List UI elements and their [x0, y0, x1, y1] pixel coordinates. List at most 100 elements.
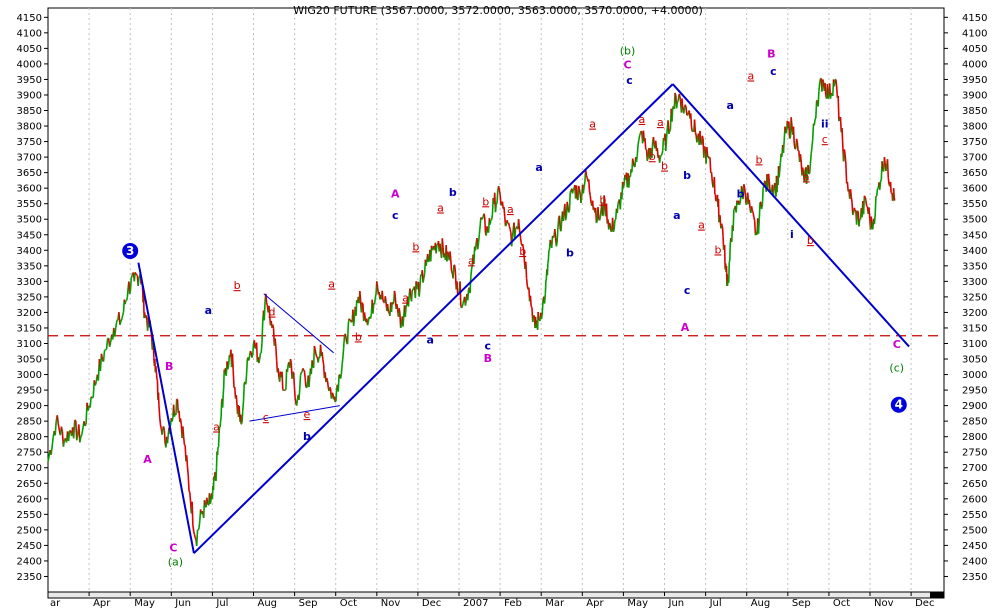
trend-line	[137, 262, 195, 554]
wave-label: e	[304, 408, 311, 421]
price-segment	[239, 414, 242, 425]
price-segment	[367, 317, 370, 322]
price-segment	[194, 537, 197, 540]
y-tick-label-left: 3700	[17, 153, 42, 164]
price-segment	[248, 355, 251, 361]
wave-label: b	[714, 243, 721, 256]
grid-lines	[88, 8, 912, 592]
price-segment	[289, 358, 293, 364]
price-segment	[176, 399, 180, 414]
price-segment	[689, 113, 693, 127]
price-segment	[292, 372, 296, 386]
price-segment	[544, 282, 547, 294]
price-segment	[795, 138, 799, 143]
price-segment	[673, 92, 676, 109]
y-tick-label-left: 2500	[17, 525, 42, 536]
price-segment	[258, 353, 262, 360]
y-tick-label-right: 2800	[962, 432, 987, 443]
price-segment	[668, 129, 672, 132]
price-segment	[868, 207, 871, 219]
wave-label: c	[684, 284, 691, 297]
x-tick-label: Jun	[174, 598, 191, 608]
y-tick-label-right: 3250	[962, 292, 987, 303]
price-segment	[355, 300, 358, 316]
price-segment	[537, 311, 540, 320]
price-segment	[728, 260, 731, 263]
price-segment	[873, 215, 876, 225]
price-segment	[525, 278, 529, 287]
price-segment	[863, 195, 866, 198]
price-segment	[877, 187, 879, 190]
price-segment	[241, 401, 245, 412]
price-segment	[329, 386, 332, 389]
price-segment	[778, 162, 782, 173]
wave-label: a	[589, 118, 596, 131]
price-segment	[427, 260, 430, 263]
wave-label: a	[803, 170, 810, 183]
price-segment	[809, 153, 812, 164]
price-segment	[815, 101, 818, 119]
price-segment	[298, 375, 302, 390]
price-segment	[67, 430, 71, 442]
price-segment	[245, 374, 248, 385]
price-segment	[374, 293, 377, 299]
price-segment	[54, 421, 58, 436]
price-segment	[564, 216, 568, 221]
price-segment	[796, 142, 799, 151]
price-segment	[305, 384, 309, 388]
price-segment	[302, 368, 305, 371]
price-segment	[883, 157, 886, 164]
price-segment	[261, 321, 264, 343]
y-tick-label-left: 3350	[17, 261, 42, 272]
price-segment	[125, 297, 129, 301]
price-segment	[398, 308, 401, 314]
price-segment	[155, 372, 158, 379]
price-segment	[608, 222, 612, 226]
price-segment	[560, 219, 563, 232]
price-segment	[208, 492, 211, 495]
price-segment	[186, 466, 190, 476]
y-tick-label-left: 3900	[17, 90, 42, 101]
y-tick-label-right: 2400	[962, 556, 987, 567]
price-segment	[209, 501, 212, 504]
price-segment	[610, 230, 613, 233]
price-segment	[161, 428, 164, 435]
wave-label: A	[681, 321, 690, 334]
x-tick-label: Nov	[381, 598, 401, 608]
x-tick-label: May	[134, 598, 155, 608]
price-segment	[192, 524, 195, 532]
wave-label: i	[790, 228, 794, 241]
trend-line	[249, 405, 340, 422]
price-segment	[480, 217, 483, 220]
price-segment	[529, 295, 532, 307]
wave-label: b	[737, 187, 745, 200]
price-segment	[518, 225, 521, 231]
price-segment	[503, 216, 507, 227]
price-segment	[274, 338, 277, 347]
x-tick-label: Sep	[299, 598, 318, 608]
price-segment	[119, 320, 122, 325]
price-segment	[89, 396, 92, 408]
price-segment	[129, 278, 133, 291]
price-segment	[326, 380, 330, 388]
price-segment	[60, 426, 64, 432]
price-segment	[712, 181, 715, 188]
x-tick-label: Mar	[545, 598, 565, 608]
wave-label: C	[169, 542, 177, 555]
price-segment	[814, 117, 817, 121]
price-segment	[462, 299, 465, 304]
price-segment	[661, 138, 665, 151]
price-segment	[135, 273, 138, 276]
price-segment	[113, 327, 117, 337]
y-tick-label-right: 2450	[962, 541, 987, 552]
y-tick-label-right: 2500	[962, 525, 987, 536]
price-segment	[558, 215, 562, 230]
price-segment	[372, 303, 375, 314]
price-segment	[818, 83, 821, 92]
wave-label: B	[165, 360, 173, 373]
price-segment	[133, 272, 136, 282]
price-segment	[658, 156, 662, 163]
price-segment	[616, 204, 619, 214]
y-tick-label-right: 3700	[962, 153, 987, 164]
x-tick-label: Jul	[215, 598, 228, 608]
